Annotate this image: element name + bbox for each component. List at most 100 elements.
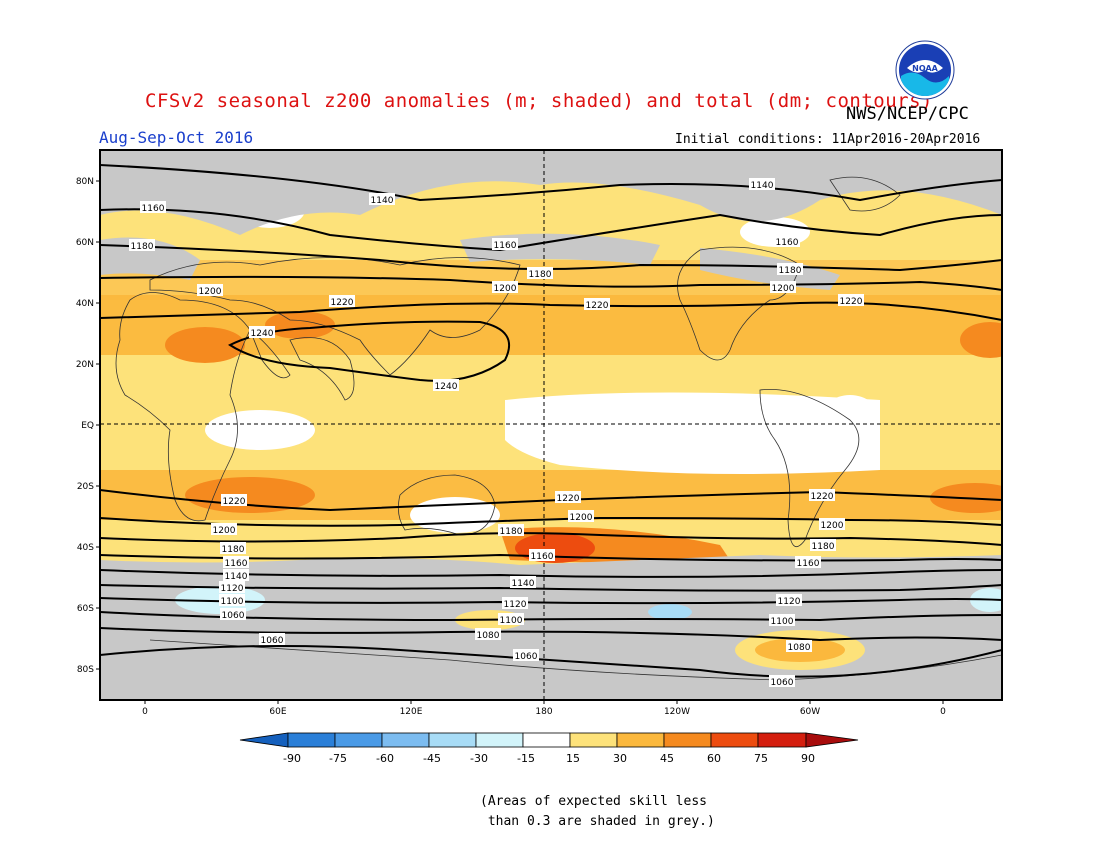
svg-text:1200: 1200: [199, 287, 222, 297]
contour-label: 1240: [249, 326, 275, 339]
contour-label: 1200: [211, 523, 237, 536]
colorbar-tick: -30: [470, 752, 488, 765]
svg-text:1120: 1120: [778, 597, 801, 607]
svg-text:1140: 1140: [751, 181, 774, 191]
contour-label: 1200: [819, 518, 845, 531]
contour-label: 1160: [529, 549, 555, 562]
svg-text:1080: 1080: [477, 631, 500, 641]
contour-label: 1180: [220, 542, 246, 555]
svg-text:1180: 1180: [812, 542, 835, 552]
svg-text:1220: 1220: [811, 492, 834, 502]
svg-text:1200: 1200: [494, 284, 517, 294]
svg-text:1160: 1160: [142, 204, 165, 214]
svg-text:1060: 1060: [261, 636, 284, 646]
svg-text:1200: 1200: [772, 284, 795, 294]
colorbar-arrow-left: [239, 732, 289, 748]
core-africa-sh: [185, 477, 315, 513]
contour-label: 1160: [140, 201, 166, 214]
contour-label: 1140: [749, 178, 775, 191]
lon-label: 180: [535, 707, 552, 717]
skill-note: (Areas of expected skill less than 0.3 a…: [480, 794, 715, 829]
core-africa-nh: [165, 327, 245, 363]
contour-label: 1220: [555, 491, 581, 504]
colorbar-tick: -60: [376, 752, 394, 765]
svg-text:1220: 1220: [223, 497, 246, 507]
organization-label: NWS/NCEP/CPC: [846, 104, 969, 124]
contour-label: 1140: [369, 193, 395, 206]
lat-label: 80S: [77, 665, 94, 675]
contour-label: 1060: [513, 649, 539, 662]
svg-text:1180: 1180: [529, 270, 552, 280]
contour-label: 1220: [584, 298, 610, 311]
lat-label: EQ: [81, 421, 94, 431]
colorbar-tick: -15: [517, 752, 535, 765]
svg-text:1080: 1080: [788, 643, 811, 653]
svg-text:1140: 1140: [225, 572, 248, 582]
colorbar-tick: 15: [566, 752, 580, 765]
grey-arctic: [100, 150, 1002, 235]
svg-text:1220: 1220: [557, 494, 580, 504]
coastlines: [115, 176, 1002, 681]
contour-label: 1180: [777, 263, 803, 276]
svg-text:1060: 1060: [515, 652, 538, 662]
latitude-axis: 80N 60N 40N 20N EQ 20S 40S 60S 80S: [76, 177, 94, 675]
svg-text:1180: 1180: [500, 527, 523, 537]
contour-label: 1160: [223, 556, 249, 569]
noaa-logo-icon: NOAA: [895, 40, 955, 100]
svg-text:1140: 1140: [512, 579, 535, 589]
colorbar-swatch: [757, 732, 807, 748]
contour-label: 1200: [492, 281, 518, 294]
tropical-pacific-white: [505, 392, 880, 474]
contour-label: 1160: [774, 235, 800, 248]
contour-label: 1120: [776, 594, 802, 607]
colorbar: [239, 732, 859, 748]
contour-label: 1220: [809, 489, 835, 502]
contour-label: 1060: [769, 675, 795, 688]
svg-text:1220: 1220: [331, 298, 354, 308]
svg-text:1120: 1120: [504, 600, 527, 610]
svg-text:1220: 1220: [840, 297, 863, 307]
contour-label: 1120: [219, 581, 245, 594]
contour-label: 1220: [221, 494, 247, 507]
colorbar-arrow-right: [805, 732, 859, 748]
svg-text:1180: 1180: [779, 266, 802, 276]
map-title: CFSv2 seasonal z200 anomalies (m; shaded…: [145, 90, 933, 112]
lat-label: 20N: [76, 360, 94, 370]
svg-text:1160: 1160: [776, 238, 799, 248]
svg-text:1220: 1220: [586, 301, 609, 311]
svg-text:1160: 1160: [225, 559, 248, 569]
svg-text:1160: 1160: [494, 241, 517, 251]
contour-label: 1160: [795, 556, 821, 569]
logo-text: NOAA: [912, 64, 938, 73]
contour-labels: 1140 1140 1160 1160 1160 1180 1180 1180 …: [129, 178, 864, 688]
colorbar-tick: 75: [754, 752, 768, 765]
svg-text:1200: 1200: [821, 521, 844, 531]
contour-label: 1180: [498, 524, 524, 537]
colorbar-swatch: [475, 732, 524, 748]
latitude-ticks: [96, 180, 944, 704]
contour-label: 1200: [568, 510, 594, 523]
contour-label: 1120: [502, 597, 528, 610]
lat-label: 40N: [76, 299, 94, 309]
initial-conditions-label: Initial conditions: 11Apr2016-20Apr2016: [675, 132, 981, 147]
colorbar-swatch: [569, 732, 618, 748]
svg-text:1200: 1200: [213, 526, 236, 536]
colorbar-swatch: [616, 732, 665, 748]
contour-label: 1080: [475, 628, 501, 641]
svg-text:1200: 1200: [570, 513, 593, 523]
svg-text:1060: 1060: [222, 611, 245, 621]
svg-text:1100: 1100: [500, 616, 523, 626]
svg-text:1160: 1160: [797, 559, 820, 569]
svg-text:1240: 1240: [251, 329, 274, 339]
lon-label: 0: [940, 707, 946, 717]
contour-label: 1180: [129, 239, 155, 252]
contour-label: 1140: [510, 576, 536, 589]
lat-label: 60N: [76, 238, 94, 248]
svg-text:1240: 1240: [435, 382, 458, 392]
svg-text:1180: 1180: [131, 242, 154, 252]
colorbar-tick: -45: [423, 752, 441, 765]
contour-label: 1080: [786, 640, 812, 653]
colorbar-swatch: [287, 732, 336, 748]
contour-label: 1100: [769, 614, 795, 627]
